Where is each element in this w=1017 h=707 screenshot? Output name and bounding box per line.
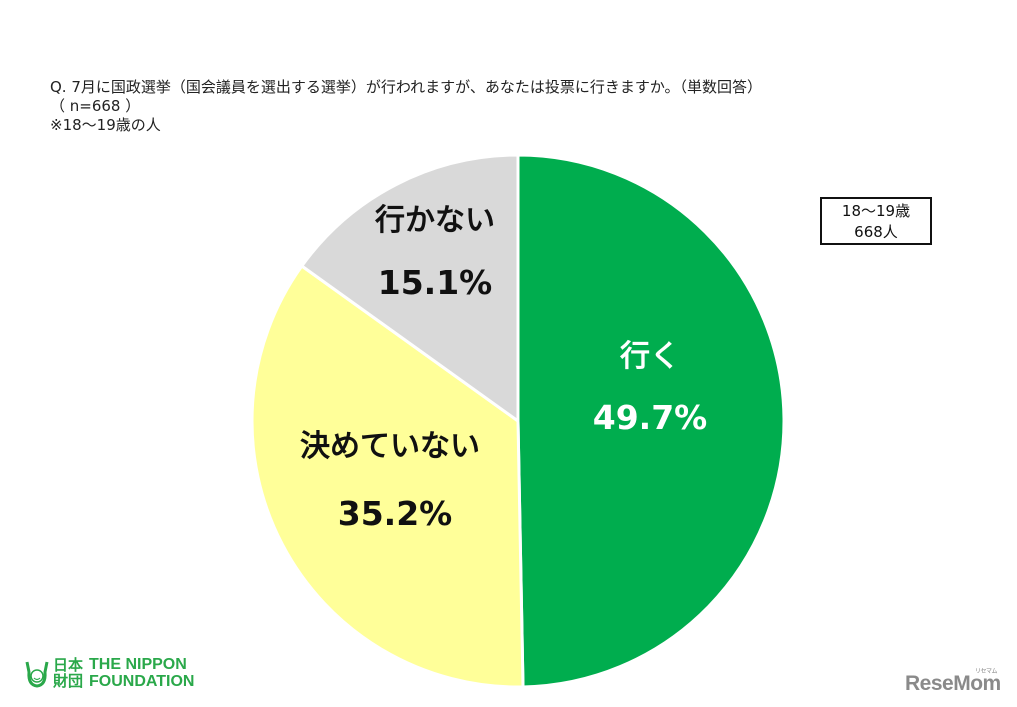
slice-label: 行く xyxy=(619,339,680,374)
pie-slice xyxy=(516,153,786,689)
title-sample-size: （ n=668 ） xyxy=(50,97,141,115)
legend-count: 668人 xyxy=(854,223,898,241)
legend-box: 18～19歳 668人 xyxy=(820,197,932,245)
pie-slice xyxy=(299,153,520,424)
logo-kanji: 日本 財団 xyxy=(53,656,84,690)
title-note: ※18～19歳の人 xyxy=(50,116,161,134)
slice-label: 行かない xyxy=(374,203,495,238)
logo-english: THE NIPPON FOUNDATION xyxy=(89,656,195,690)
nippon-foundation-logo: 日本 財団 THE NIPPON FOUNDATION xyxy=(24,656,194,690)
slice-percentage: 35.2% xyxy=(338,494,453,533)
slice-percentage: 15.1% xyxy=(378,263,493,302)
slice-label: 決めていない xyxy=(300,429,480,464)
pie-slice xyxy=(250,263,525,689)
resemom-logo: ReseMom リセマム xyxy=(905,669,1001,695)
chart-title: Q. 7月に国政選挙（国会議員を選出する選挙）が行われますが、あなたは投票に行き… xyxy=(50,78,762,135)
smiley-hands-icon xyxy=(25,661,49,688)
legend-age: 18～19歳 xyxy=(841,202,911,220)
slice-percentage: 49.7% xyxy=(593,398,708,437)
title-question: Q. 7月に国政選挙（国会議員を選出する選挙）が行われますが、あなたは投票に行き… xyxy=(50,78,763,96)
